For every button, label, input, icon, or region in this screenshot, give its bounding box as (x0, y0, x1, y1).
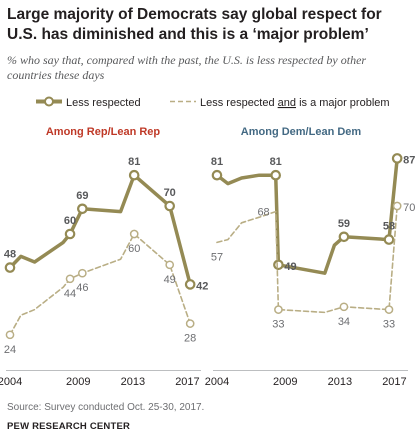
data-label: 81 (211, 156, 223, 168)
data-label: 49 (284, 261, 296, 273)
data-point (270, 169, 281, 181)
data-label: 81 (128, 156, 140, 168)
data-point (274, 305, 283, 314)
data-point (165, 260, 175, 270)
data-label: 57 (211, 251, 223, 263)
footer-credit: PEW RESEARCH CENTER (7, 421, 131, 432)
data-point (64, 228, 76, 240)
data-label: 48 (4, 249, 16, 261)
data-point (129, 229, 139, 239)
data-label: 60 (128, 243, 140, 255)
data-label: 59 (338, 218, 350, 230)
data-label: 68 (257, 207, 269, 219)
panel-title-dem: Among Dem/Lean Dem (241, 126, 362, 138)
data-label: 69 (76, 190, 88, 202)
data-label: 46 (76, 282, 88, 294)
data-label: 24 (4, 344, 16, 356)
panel-dem: Among Dem/Lean Dem 2004 2009 2013 2017 81 81 49… (205, 126, 415, 388)
data-label: 33 (272, 319, 284, 331)
data-point (5, 330, 15, 340)
data-point (384, 305, 394, 314)
x-tick-label-dem: 2004 (205, 376, 229, 388)
data-point (339, 302, 349, 312)
chart-subtitle: % who say that, compared with the past, … (7, 53, 367, 82)
data-point (383, 234, 395, 245)
data-label: 33 (383, 319, 395, 331)
chart-title: Large majority of Democrats say global r… (7, 6, 382, 43)
data-point (77, 268, 87, 278)
legend-dashed-label-a: Less respected (200, 97, 278, 109)
series-line-rep-major-problem (9, 233, 191, 336)
x-tick-label-dem: 2013 (328, 376, 352, 388)
data-label: 60 (64, 215, 76, 227)
series-line-rep-less-respected (8, 173, 192, 287)
data-label: 44 (64, 288, 76, 300)
data-point (4, 262, 16, 273)
data-label: 87 (403, 154, 415, 166)
series-line-dem-less-respected (215, 156, 399, 275)
legend-dashed-label-b: and (278, 97, 296, 109)
x-tick-label-rep: 2013 (121, 376, 145, 388)
x-tick-label-rep: 2004 (0, 376, 22, 388)
data-point (185, 319, 195, 328)
data-label: 81 (270, 156, 282, 168)
data-point (211, 169, 223, 181)
data-label: 34 (338, 316, 350, 328)
x-tick-label-dem: 2017 (382, 376, 406, 388)
legend-solid-marker (44, 96, 54, 107)
data-point (338, 231, 350, 243)
data-point (392, 201, 402, 211)
x-tick-label-rep: 2017 (175, 376, 199, 388)
series-line-dem-major-problem (216, 205, 399, 314)
x-tick-label-dem: 2009 (273, 376, 297, 388)
data-point (164, 200, 176, 212)
legend-solid-label: Less respected (66, 97, 141, 109)
data-point (273, 259, 284, 271)
legend-dashed-label: Less respected and is a major problem (200, 97, 390, 109)
data-label: 70 (403, 202, 415, 214)
data-point (391, 153, 403, 164)
data-label: 42 (196, 280, 208, 292)
data-point (128, 169, 140, 181)
data-label: 49 (164, 274, 176, 286)
data-point (77, 203, 88, 215)
panel-rep: Among Rep/Lean Rep 2004 2009 2013 2017 48 60 69… (0, 126, 208, 388)
x-tick-label-rep: 2009 (66, 376, 90, 388)
source-note: Source: Survey conducted Oct. 25-30, 201… (7, 402, 205, 413)
data-point (65, 274, 75, 284)
data-point (184, 279, 196, 290)
data-label: 58 (383, 221, 395, 233)
data-label: 70 (164, 187, 176, 199)
legend-dashed-label-c: is a major problem (296, 97, 390, 109)
data-label: 28 (184, 333, 196, 345)
panel-title-rep: Among Rep/Lean Rep (46, 126, 161, 138)
legend: Less respected Less respected and is a m… (36, 96, 390, 109)
